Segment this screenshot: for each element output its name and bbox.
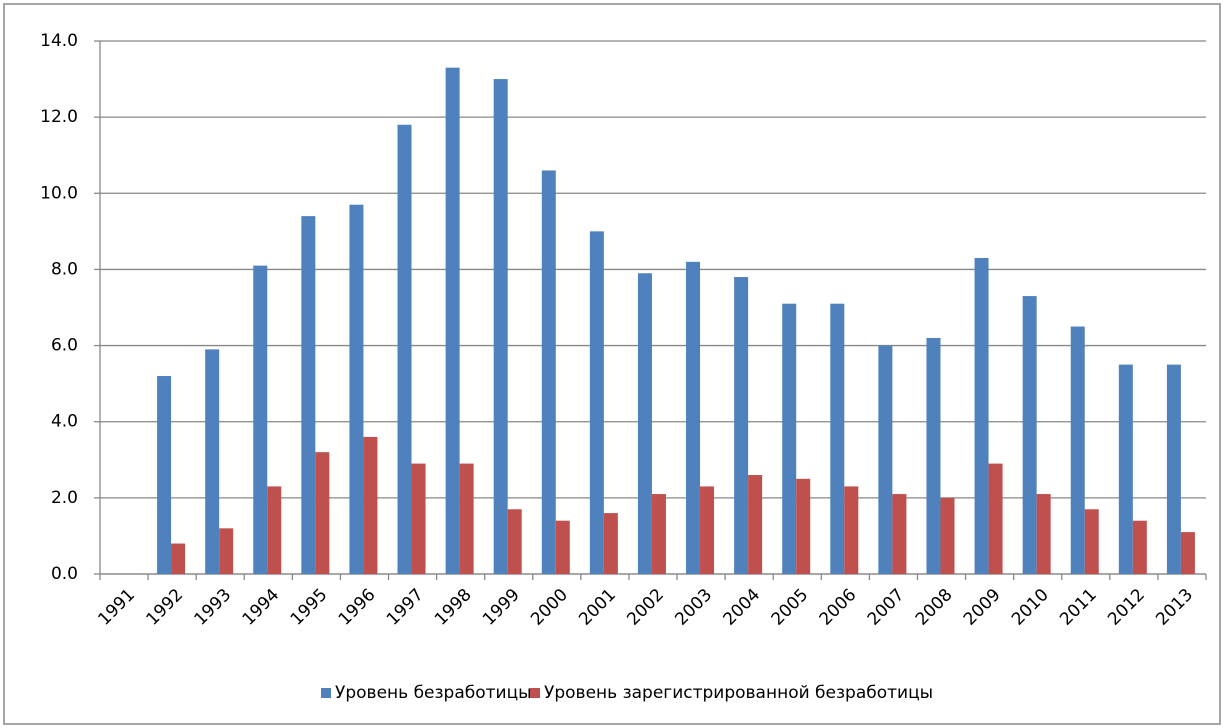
- bar: [1070, 326, 1085, 574]
- y-tick-label: 10.0: [40, 183, 78, 203]
- bar: [1180, 532, 1195, 574]
- bar: [397, 124, 412, 574]
- chart-border: [3, 3, 1221, 725]
- y-tick-label: 14.0: [40, 31, 78, 51]
- legend-swatch: [321, 688, 331, 698]
- bar: [844, 486, 859, 574]
- bar: [988, 463, 1003, 574]
- y-tick-label: 2.0: [51, 488, 78, 508]
- bar: [1084, 509, 1099, 574]
- y-tick-label: 4.0: [51, 412, 78, 432]
- bar: [1118, 364, 1133, 574]
- bar: [748, 475, 763, 574]
- bar: [219, 528, 234, 574]
- bar: [637, 273, 652, 574]
- bar: [782, 303, 797, 574]
- bar: [830, 303, 845, 574]
- bar: [157, 376, 172, 574]
- legend-swatch: [530, 688, 540, 698]
- y-tick-label: 8.0: [51, 259, 78, 279]
- bar: [171, 543, 186, 574]
- legend-label: Уровень зарегистрированной безработицы: [544, 683, 933, 703]
- bar: [315, 452, 330, 574]
- bar: [700, 486, 715, 574]
- bar: [301, 216, 316, 574]
- bar: [541, 170, 556, 574]
- bar: [253, 265, 268, 574]
- bar: [892, 494, 907, 574]
- bar: [267, 486, 282, 574]
- bar: [349, 204, 364, 574]
- bar: [974, 258, 989, 574]
- bar: [411, 463, 426, 574]
- bar: [1166, 364, 1181, 574]
- bar: [363, 436, 378, 574]
- y-tick-label: 12.0: [40, 107, 78, 127]
- bar: [926, 337, 941, 574]
- bar: [589, 231, 604, 574]
- bar: [686, 261, 701, 574]
- bar: [734, 277, 749, 574]
- y-tick-label: 0.0: [51, 564, 78, 584]
- bar: [878, 345, 893, 574]
- bar: [1036, 494, 1051, 574]
- bar: [603, 513, 618, 574]
- y-tick-label: 6.0: [51, 336, 78, 356]
- bar: [459, 463, 474, 574]
- bar: [1022, 296, 1037, 574]
- bar: [445, 67, 460, 575]
- bar: [1132, 520, 1147, 574]
- bar: [493, 79, 508, 575]
- bar: [507, 509, 522, 574]
- bar: [796, 478, 811, 574]
- bar: [651, 494, 666, 574]
- bar: [555, 520, 570, 574]
- bar: [940, 497, 955, 574]
- bar: [205, 349, 220, 574]
- legend-label: Уровень безработицы: [335, 683, 532, 703]
